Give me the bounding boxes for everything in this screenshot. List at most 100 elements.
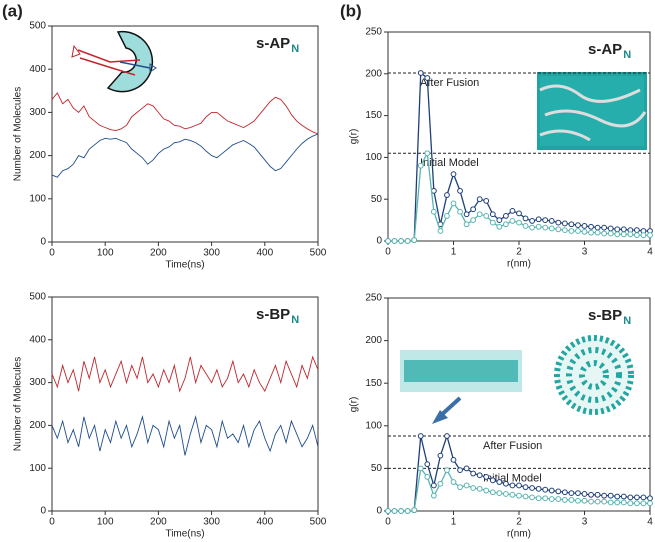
data-point	[529, 218, 535, 224]
x-axis-label: Time(ns)	[165, 529, 204, 540]
x-tick-label: 2	[516, 517, 522, 528]
panel-label: (a)	[2, 1, 23, 20]
data-point	[588, 498, 594, 505]
data-point	[647, 500, 653, 507]
data-point	[542, 224, 549, 231]
data-point	[588, 223, 594, 230]
data-point	[535, 216, 542, 223]
x-axis-label: r(nm)	[507, 259, 531, 270]
x-tick-label: 0	[385, 247, 391, 258]
data-point	[385, 508, 391, 514]
series-line	[51, 92, 319, 135]
y-tick-label: 300	[29, 107, 46, 118]
molecule-schematic	[71, 30, 157, 93]
data-point	[516, 219, 522, 226]
y-tick-label: 500	[29, 21, 46, 32]
y-axis-label: Number of Molecules	[13, 87, 24, 181]
data-point	[581, 497, 588, 504]
x-axis-label: Time(ns)	[165, 260, 204, 271]
data-point	[516, 492, 522, 499]
data-point	[509, 218, 516, 224]
data-point	[489, 211, 496, 218]
data-point	[444, 213, 450, 219]
data-point	[522, 484, 529, 491]
x-tick-label: 0	[385, 517, 391, 528]
y-tick-label: 50	[371, 463, 383, 474]
data-point	[444, 192, 450, 198]
data-point	[634, 227, 640, 234]
data-point	[568, 228, 575, 234]
data-point	[542, 495, 549, 502]
y-tick-label: 0	[376, 236, 382, 247]
data-point	[404, 508, 411, 514]
data-point	[627, 494, 634, 501]
data-point	[522, 223, 529, 229]
data-point	[503, 480, 509, 487]
data-point	[555, 219, 562, 226]
data-point	[437, 452, 444, 459]
data-point	[581, 491, 588, 497]
y-tick-label: 100	[365, 152, 382, 163]
data-point	[607, 499, 614, 506]
x-axis-label: r(nm)	[507, 529, 531, 540]
data-point	[601, 230, 608, 237]
data-point	[404, 238, 411, 244]
x-tick-label: 500	[310, 248, 327, 259]
data-point	[614, 493, 621, 500]
data-point	[385, 238, 391, 244]
y-tick-label: 200	[365, 68, 382, 79]
data-point	[463, 221, 470, 228]
x-tick-label: 3	[582, 247, 588, 258]
annotation: After Fusion	[420, 77, 479, 89]
chart-title-subscript: N	[623, 49, 631, 61]
data-point	[496, 490, 503, 497]
data-point	[634, 494, 640, 501]
data-point	[450, 171, 457, 178]
data-point	[483, 474, 490, 480]
data-point	[522, 215, 529, 222]
data-point	[535, 223, 542, 230]
y-tick-label: 250	[365, 27, 382, 38]
series-line	[51, 133, 319, 178]
y-tick-label: 100	[29, 193, 46, 204]
data-point	[555, 496, 562, 502]
data-point	[417, 70, 424, 76]
data-point	[503, 213, 509, 219]
data-point	[450, 200, 457, 207]
data-point	[489, 219, 496, 226]
x-tick-label: 400	[256, 248, 273, 259]
y-tick-label: 50	[371, 194, 383, 205]
data-point	[561, 220, 568, 227]
x-tick-label: 3	[582, 517, 588, 528]
data-point	[601, 492, 608, 499]
data-point	[516, 482, 522, 489]
x-tick-label: 500	[310, 517, 327, 528]
data-point	[607, 230, 614, 237]
data-point	[548, 218, 555, 224]
data-point	[437, 228, 444, 234]
x-tick-label: 4	[647, 517, 653, 528]
y-tick-label: 0	[376, 506, 382, 517]
plot-frame	[51, 25, 319, 243]
data-point	[542, 217, 549, 224]
data-point	[509, 491, 516, 498]
y-tick-label: 250	[365, 293, 382, 304]
y-tick-label: 0	[40, 237, 46, 248]
data-point	[411, 237, 418, 244]
data-point	[398, 508, 405, 514]
x-tick-label: 300	[203, 248, 220, 259]
y-tick-label: 300	[29, 377, 46, 388]
data-point	[575, 222, 581, 229]
data-point	[575, 490, 581, 497]
data-point	[634, 232, 640, 239]
data-point	[627, 500, 634, 507]
data-point	[640, 494, 647, 501]
y-tick-label: 400	[29, 64, 46, 75]
data-point	[463, 482, 470, 489]
data-point	[568, 221, 575, 228]
data-point	[470, 485, 477, 491]
series-line	[51, 355, 319, 393]
y-tick-label: 0	[40, 506, 46, 517]
data-point	[601, 224, 608, 231]
data-point	[522, 493, 529, 500]
